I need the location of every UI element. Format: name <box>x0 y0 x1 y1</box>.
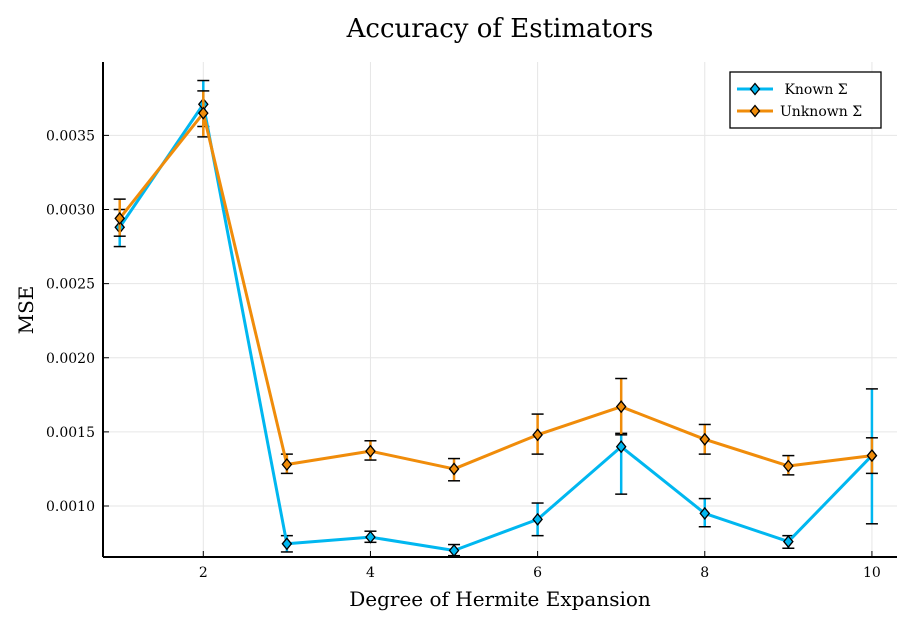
data-point <box>365 444 376 458</box>
data-point <box>365 530 376 544</box>
data-point <box>448 543 460 558</box>
data-point <box>114 211 126 225</box>
legend-swatch-marker <box>749 82 761 96</box>
y-tick-label: 0.0015 <box>46 425 95 441</box>
legend-entry: Known Σ <box>737 82 848 98</box>
x-ticks: 2 4 6 8 10 <box>199 551 881 581</box>
y-tick-label: 0.0010 <box>46 499 95 515</box>
x-tick-label: 6 <box>533 565 542 581</box>
x-tick-label: 10 <box>863 565 881 581</box>
y-axis-label: MSE <box>14 286 38 335</box>
series-line <box>118 111 873 471</box>
data-point <box>782 459 794 473</box>
data-point <box>699 506 711 520</box>
chart-title: Accuracy of Estimators <box>346 14 654 44</box>
data-point <box>615 400 627 414</box>
series-unknown-sigma <box>113 90 878 482</box>
data-point <box>281 457 293 472</box>
legend-swatch-marker <box>749 104 761 118</box>
y-ticks: 0.0010 0.0015 0.0020 0.0025 0.0030 0.0035 <box>46 128 109 515</box>
data-point <box>281 537 293 551</box>
axes <box>102 62 897 558</box>
series-known-sigma <box>113 79 878 558</box>
x-axis-label: Degree of Hermite Expansion <box>349 587 651 611</box>
legend-entry: Unknown Σ <box>737 104 862 120</box>
y-tick-label: 0.0025 <box>46 277 95 293</box>
data-point <box>699 432 711 446</box>
legend-box <box>729 71 882 129</box>
x-tick-label: 4 <box>366 565 375 581</box>
plot-area <box>113 79 878 558</box>
legend: Known Σ Unknown Σ <box>729 71 882 129</box>
y-tick-label: 0.0030 <box>46 203 95 219</box>
data-point <box>615 440 627 454</box>
x-tick-label: 8 <box>700 565 709 581</box>
y-tick-label: 0.0020 <box>46 351 95 367</box>
legend-label: Unknown Σ <box>780 104 862 120</box>
legend-label: Known Σ <box>780 82 848 98</box>
data-point <box>532 428 543 442</box>
y-tick-label: 0.0035 <box>46 128 95 144</box>
series-line <box>118 102 874 552</box>
data-point <box>782 535 794 549</box>
grid <box>103 62 897 557</box>
data-point <box>448 462 460 476</box>
data-point <box>866 449 878 463</box>
data-point <box>532 512 543 526</box>
x-tick-label: 2 <box>199 565 208 581</box>
data-point <box>197 106 209 120</box>
